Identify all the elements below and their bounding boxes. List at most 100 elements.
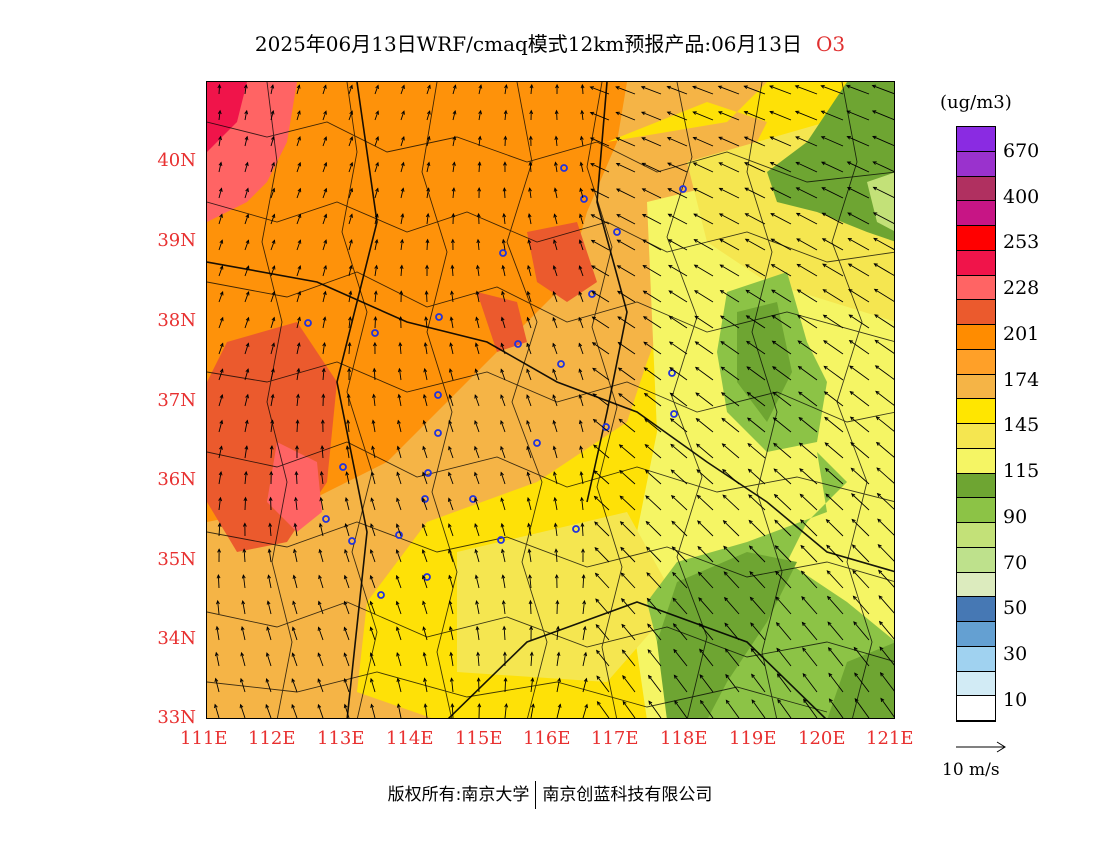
wind-vector bbox=[777, 673, 792, 693]
wind-vector bbox=[344, 549, 350, 563]
wind-vector-head bbox=[422, 471, 426, 477]
wind-vector-head bbox=[373, 316, 378, 321]
wind-vector-head bbox=[475, 290, 480, 295]
wind-vector bbox=[296, 110, 301, 121]
wind-vector bbox=[720, 341, 740, 355]
wind-vector-head bbox=[448, 419, 453, 425]
legend-swatch bbox=[957, 275, 995, 301]
wind-vector-head bbox=[370, 677, 374, 683]
wind-vector bbox=[270, 420, 274, 433]
wind-vector bbox=[723, 546, 740, 563]
wind-vector-head bbox=[772, 391, 777, 396]
wind-vector bbox=[718, 85, 740, 95]
wind-vector bbox=[747, 443, 766, 459]
wind-vector bbox=[590, 86, 610, 95]
wind-vector bbox=[317, 678, 324, 693]
wind-vector-head bbox=[530, 677, 535, 682]
wind-vector bbox=[619, 470, 636, 485]
wind-vector bbox=[595, 573, 610, 589]
wind-vector bbox=[821, 85, 844, 95]
wind-vector bbox=[673, 649, 688, 667]
wind-vector-head bbox=[448, 574, 453, 580]
wind-vector bbox=[722, 443, 740, 459]
wind-vector bbox=[214, 704, 220, 718]
wind-vector bbox=[724, 597, 740, 615]
wind-vector-head bbox=[265, 703, 270, 709]
wind-vector bbox=[422, 601, 428, 615]
wind-vector bbox=[876, 467, 894, 484]
wind-vector-head bbox=[270, 419, 275, 424]
wind-vector-head bbox=[504, 83, 508, 89]
wind-vector bbox=[672, 597, 688, 615]
wind-vector-head bbox=[553, 496, 558, 502]
wind-vector bbox=[244, 497, 246, 511]
wind-vector-head bbox=[820, 161, 826, 166]
wind-vector-head bbox=[641, 162, 646, 167]
wind-vector-head bbox=[578, 290, 583, 296]
wind-vector bbox=[451, 704, 454, 718]
wind-vector-head bbox=[501, 264, 506, 270]
wind-vector bbox=[529, 600, 532, 615]
wind-vector bbox=[296, 394, 299, 407]
wind-vector bbox=[397, 678, 402, 693]
wind-vector-head bbox=[748, 519, 753, 524]
wind-vector-head bbox=[820, 110, 825, 115]
wind-vector bbox=[345, 523, 350, 537]
wind-vector-head bbox=[802, 672, 807, 678]
wind-vector-head bbox=[666, 111, 672, 116]
wind-vector-head bbox=[423, 677, 427, 682]
wind-vector-head bbox=[821, 212, 826, 217]
wind-vector-head bbox=[642, 316, 648, 320]
wind-vector-head bbox=[880, 697, 885, 703]
wind-vector bbox=[296, 265, 301, 277]
wind-vector-head bbox=[501, 599, 506, 605]
wind-vector-head bbox=[821, 187, 826, 191]
wind-vector bbox=[594, 496, 610, 511]
wind-vector bbox=[693, 111, 714, 121]
wind-vector bbox=[877, 518, 894, 536]
wind-vector bbox=[725, 674, 740, 693]
wind-vector bbox=[346, 472, 350, 485]
wind-vector bbox=[244, 317, 250, 329]
wind-vector bbox=[771, 264, 792, 277]
legend-label: 30 bbox=[1003, 643, 1028, 665]
wind-vector-head bbox=[668, 315, 674, 320]
copyright-company: 南京创蓝科技有限公司 bbox=[542, 785, 713, 805]
wind-vector bbox=[618, 342, 636, 355]
legend-swatch bbox=[957, 374, 995, 400]
wind-vector bbox=[500, 498, 506, 511]
wind-vector bbox=[578, 317, 584, 329]
wind-vector-head bbox=[265, 652, 270, 657]
wind-vector-head bbox=[596, 649, 601, 654]
wind-vector-head bbox=[397, 419, 401, 425]
wind-vector-head bbox=[773, 442, 778, 447]
wind-vector bbox=[824, 442, 844, 459]
lon-label: 120E bbox=[798, 728, 846, 749]
wind-vector-head bbox=[698, 597, 703, 602]
wind-vector bbox=[721, 366, 740, 381]
wind-vector-head bbox=[692, 136, 697, 141]
wind-vector-head bbox=[400, 238, 404, 244]
wind-vector bbox=[448, 472, 454, 485]
wind-vector bbox=[669, 367, 688, 381]
wind-vector bbox=[643, 290, 662, 303]
wind-vector-head bbox=[217, 548, 222, 553]
wind-vector-head bbox=[849, 416, 855, 421]
wind-vector-head bbox=[343, 652, 348, 657]
wind-vector bbox=[474, 472, 480, 485]
wind-vector-head bbox=[450, 703, 455, 708]
wind-vector bbox=[452, 110, 456, 121]
wind-vector bbox=[556, 704, 561, 718]
wind-vector bbox=[218, 188, 222, 199]
wind-vector-head bbox=[240, 625, 245, 631]
wind-vector bbox=[396, 549, 402, 563]
wind-vector bbox=[554, 497, 558, 511]
wind-vector bbox=[474, 498, 480, 511]
wind-vector-head bbox=[823, 340, 828, 345]
wind-vector-head bbox=[615, 137, 620, 141]
wind-vector-head bbox=[317, 626, 322, 631]
wind-vector-head bbox=[500, 522, 505, 528]
wind-vector-head bbox=[595, 598, 600, 603]
wind-vector-head bbox=[694, 366, 700, 371]
wind-vector bbox=[449, 601, 454, 615]
